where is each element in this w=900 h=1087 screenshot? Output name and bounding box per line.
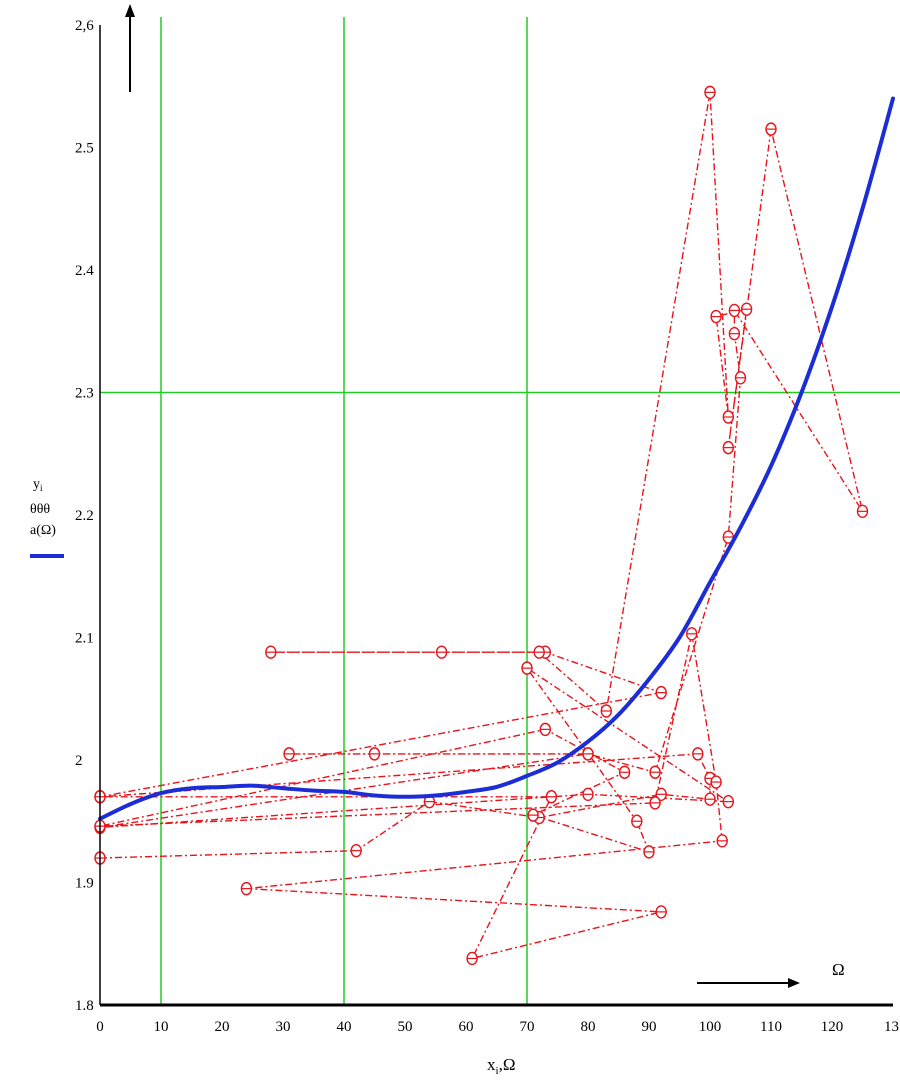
x-tick-label: 100 — [699, 1019, 722, 1035]
x-tick-label: 110 — [760, 1019, 782, 1035]
legend-series1-label: yi — [33, 477, 43, 493]
y-tick-label: 2.2 — [75, 508, 94, 524]
y-tick-label: 2,6 — [75, 18, 94, 34]
grid-lines — [100, 17, 900, 1005]
legend-series1-marker: θθθ — [30, 502, 50, 517]
x-tick-label: 40 — [337, 1019, 352, 1035]
x-tick-label: 20 — [215, 1019, 230, 1035]
x-tick-label: 120 — [821, 1019, 844, 1035]
observed-series-line — [99, 92, 864, 960]
x-tick-label: 80 — [581, 1019, 596, 1035]
y-tick-label: 1.8 — [75, 998, 94, 1014]
legend-series2-label: a(Ω) — [30, 523, 56, 538]
y-direction-arrow-head — [125, 4, 135, 17]
y-tick-label: 2.4 — [75, 263, 94, 279]
y-tick-label: 1.9 — [75, 876, 94, 892]
y-tick-label: 2.3 — [75, 386, 94, 402]
x-direction-arrow-head — [788, 978, 800, 988]
x-tick-label: 13 — [884, 1019, 899, 1035]
x-tick-label: 90 — [642, 1019, 657, 1035]
y-tick-label: 2 — [75, 753, 83, 769]
x-axis-label: xi,Ω — [487, 1055, 515, 1077]
observed-series — [94, 85, 869, 966]
x-tick-label: 50 — [398, 1019, 413, 1035]
x-tick-label: 10 — [154, 1019, 169, 1035]
y-tick-label: 2.1 — [75, 631, 94, 647]
legend: yi θθθ a(Ω) — [30, 477, 64, 558]
x-tick-label: 0 — [96, 1019, 104, 1035]
x-tick-label: 70 — [520, 1019, 535, 1035]
x-tick-label: 30 — [276, 1019, 291, 1035]
axes: Ω — [99, 4, 893, 1007]
x-direction-arrow-label: Ω — [832, 960, 845, 979]
fit-series — [98, 96, 895, 821]
x-tick-label: 60 — [459, 1019, 474, 1035]
tick-labels: 0 10 20 30 40 50 60 70 80 90 100 110 120 13 1.8 1.9 2 2.1… — [75, 18, 899, 1035]
y-tick-label: 2.5 — [75, 141, 94, 157]
fit-curve — [98, 96, 895, 821]
